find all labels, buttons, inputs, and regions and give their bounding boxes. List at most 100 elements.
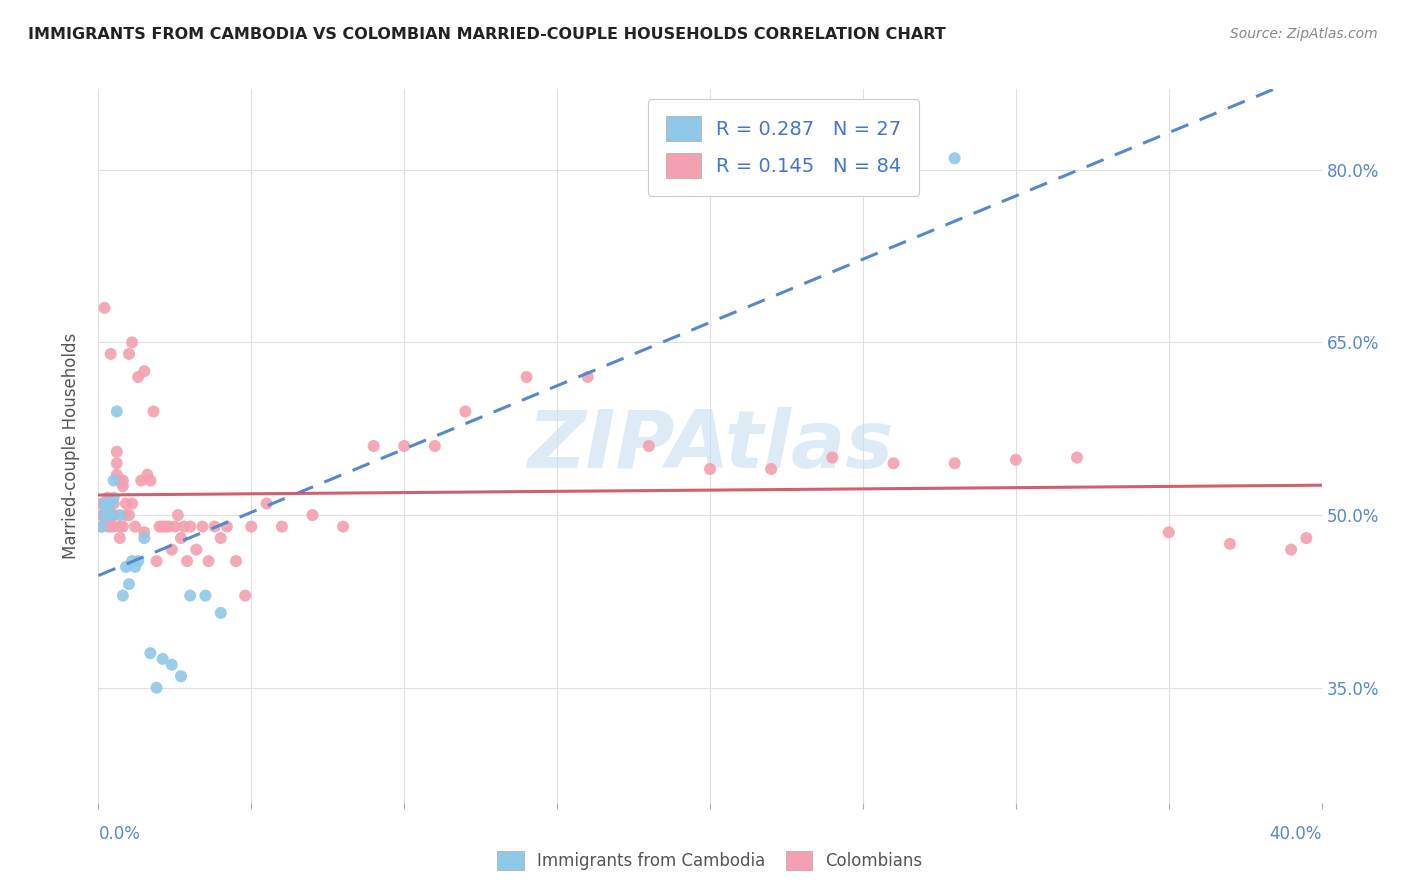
Point (240, 519, 263, 533)
Point (121, 335, 143, 350)
Point (1295, 531, 1317, 545)
Point (103, 508, 125, 522)
Point (152, 519, 174, 533)
Point (943, 456, 966, 470)
Point (129, 474, 152, 488)
Point (115, 508, 138, 522)
Point (93, 508, 115, 522)
Point (759, 462, 782, 476)
Point (108, 531, 131, 545)
Point (118, 577, 141, 591)
Point (1157, 525, 1180, 540)
Point (179, 589, 201, 603)
Legend: Immigrants from Cambodia, Colombians: Immigrants from Cambodia, Colombians (491, 844, 929, 877)
Point (225, 554, 247, 568)
Text: 0.0%: 0.0% (98, 825, 141, 843)
Point (103, 519, 125, 533)
Point (93, 497, 115, 511)
Point (97, 508, 120, 522)
Point (134, 525, 156, 540)
Text: ZIPAtlas: ZIPAtlas (527, 407, 893, 485)
Point (160, 542, 183, 557)
Point (1279, 542, 1302, 557)
Point (1219, 537, 1241, 551)
Point (233, 589, 256, 603)
Point (118, 347, 141, 361)
Point (1066, 450, 1088, 465)
Point (108, 519, 131, 533)
Point (90, 497, 112, 511)
Point (108, 474, 131, 488)
Point (139, 474, 162, 488)
Point (136, 467, 159, 482)
Point (115, 497, 138, 511)
Point (100, 497, 122, 511)
Point (142, 404, 165, 418)
Point (103, 491, 125, 505)
Point (134, 364, 156, 378)
Point (93, 301, 115, 315)
Point (256, 497, 278, 511)
Point (97, 497, 120, 511)
Point (121, 497, 143, 511)
Point (821, 450, 844, 465)
Point (883, 456, 905, 470)
Point (149, 519, 172, 533)
Point (90, 519, 112, 533)
Point (301, 508, 323, 522)
Text: Source: ZipAtlas.com: Source: ZipAtlas.com (1230, 27, 1378, 41)
Point (167, 508, 190, 522)
Point (209, 531, 232, 545)
Point (97, 519, 120, 533)
Point (105, 456, 128, 470)
Point (90, 508, 112, 522)
Point (1004, 452, 1026, 467)
Point (100, 347, 122, 361)
Point (134, 531, 156, 545)
Point (115, 559, 138, 574)
Point (454, 404, 477, 418)
Point (93, 497, 115, 511)
Point (157, 519, 180, 533)
Point (163, 519, 186, 533)
Point (111, 479, 134, 493)
Point (943, 151, 966, 165)
Point (105, 404, 128, 418)
Point (111, 474, 134, 488)
Point (124, 519, 146, 533)
Point (363, 439, 385, 453)
Point (176, 554, 198, 568)
Point (90, 519, 112, 533)
Point (637, 439, 661, 453)
Point (332, 519, 354, 533)
Point (204, 519, 226, 533)
Point (103, 508, 125, 522)
Y-axis label: Married-couple Households: Married-couple Households (62, 333, 80, 559)
Point (100, 497, 122, 511)
Point (160, 657, 183, 672)
Point (145, 554, 167, 568)
Point (100, 519, 122, 533)
Point (97, 502, 120, 516)
Point (155, 519, 177, 533)
Point (152, 652, 174, 666)
Point (194, 589, 217, 603)
Point (111, 519, 134, 533)
Point (191, 519, 214, 533)
Point (173, 519, 195, 533)
Point (186, 542, 208, 557)
Text: IMMIGRANTS FROM CAMBODIA VS COLOMBIAN MARRIED-COUPLE HOUSEHOLDS CORRELATION CHAR: IMMIGRANTS FROM CAMBODIA VS COLOMBIAN MA… (28, 27, 946, 42)
Point (108, 508, 131, 522)
Point (392, 439, 416, 453)
Point (516, 370, 538, 384)
Point (179, 519, 201, 533)
Point (103, 474, 125, 488)
Point (699, 462, 721, 476)
Point (197, 554, 219, 568)
Point (127, 370, 149, 384)
Point (145, 681, 167, 695)
Point (270, 519, 292, 533)
Point (209, 606, 232, 620)
Point (105, 444, 128, 458)
Point (100, 508, 122, 522)
